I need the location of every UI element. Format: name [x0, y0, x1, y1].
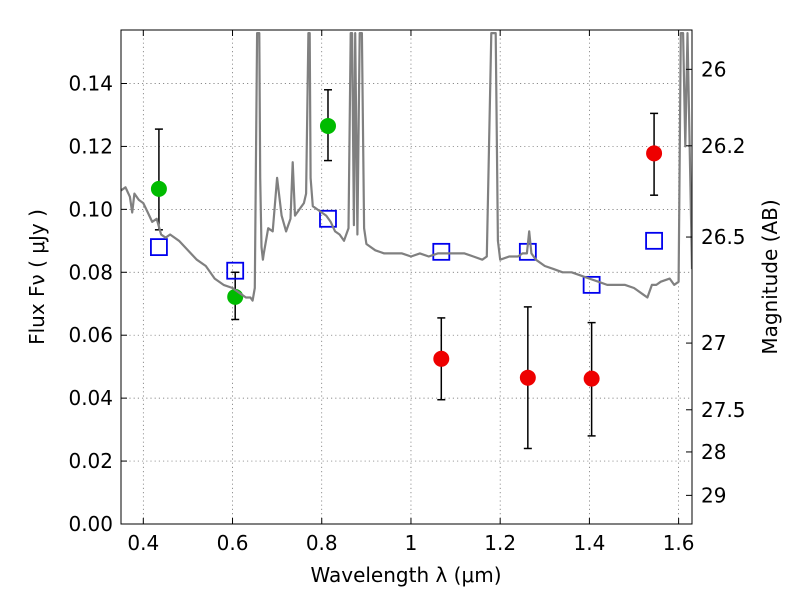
x-axis-label: Wavelength λ (μm): [310, 563, 501, 587]
data-point: [646, 145, 663, 162]
data-point: [433, 350, 450, 367]
model-square-point: [432, 242, 451, 261]
y2-tick-label: 29: [701, 483, 726, 507]
grid: [121, 30, 692, 525]
y2-tick-label: 26.2: [701, 134, 746, 158]
model-square-point: [645, 231, 663, 250]
data-point: [319, 117, 336, 134]
spectrum-line: [121, 32, 692, 302]
y-tick-label: 0.00: [68, 512, 113, 536]
data-point: [150, 180, 167, 197]
y2-tick-label: 27.5: [701, 398, 746, 422]
plot-area: [121, 32, 692, 450]
x-tick-label: 1.4: [573, 531, 605, 555]
y-tick-label: 0.10: [68, 197, 113, 221]
y-tick-label: 0.08: [68, 260, 113, 284]
y-axis-label: Flux Fν ( μJy ): [25, 209, 49, 345]
x-tick-label: 1.6: [663, 531, 695, 555]
x-tick-label: 0.8: [306, 531, 338, 555]
axes: 0.4 0.6 0.8 1 1.2 1.4 1.6 0.00 0.02 0.04 0.06 0.08 0…: [68, 30, 746, 555]
y2-tick-label: 28: [701, 440, 726, 464]
y-tick-label: 0.06: [68, 323, 113, 347]
y-tick-label: 0.02: [68, 449, 113, 473]
data-point: [519, 369, 536, 386]
model-square-point: [150, 238, 168, 257]
y2-tick-label: 27: [701, 331, 726, 355]
x-tick-label: 0.6: [217, 531, 249, 555]
model-square-point: [226, 261, 245, 280]
x-tick-label: 0.4: [127, 531, 159, 555]
y-tick-label: 0.12: [68, 134, 113, 158]
data-point: [227, 288, 244, 305]
x-tick-label: 1.2: [484, 531, 516, 555]
y-tick-label: 0.14: [68, 71, 113, 95]
data-point: [583, 370, 600, 387]
plot-frame: [120, 29, 693, 525]
model-square-point: [319, 209, 337, 228]
y2-tick-label: 26.5: [701, 225, 746, 249]
y2-tick-label: 26: [701, 57, 726, 81]
y-tick-label: 0.04: [68, 386, 113, 410]
x-tick-label: 1: [405, 531, 418, 555]
y2-axis-label: Magnitude (AB): [758, 199, 782, 354]
model-square-point: [582, 275, 601, 294]
